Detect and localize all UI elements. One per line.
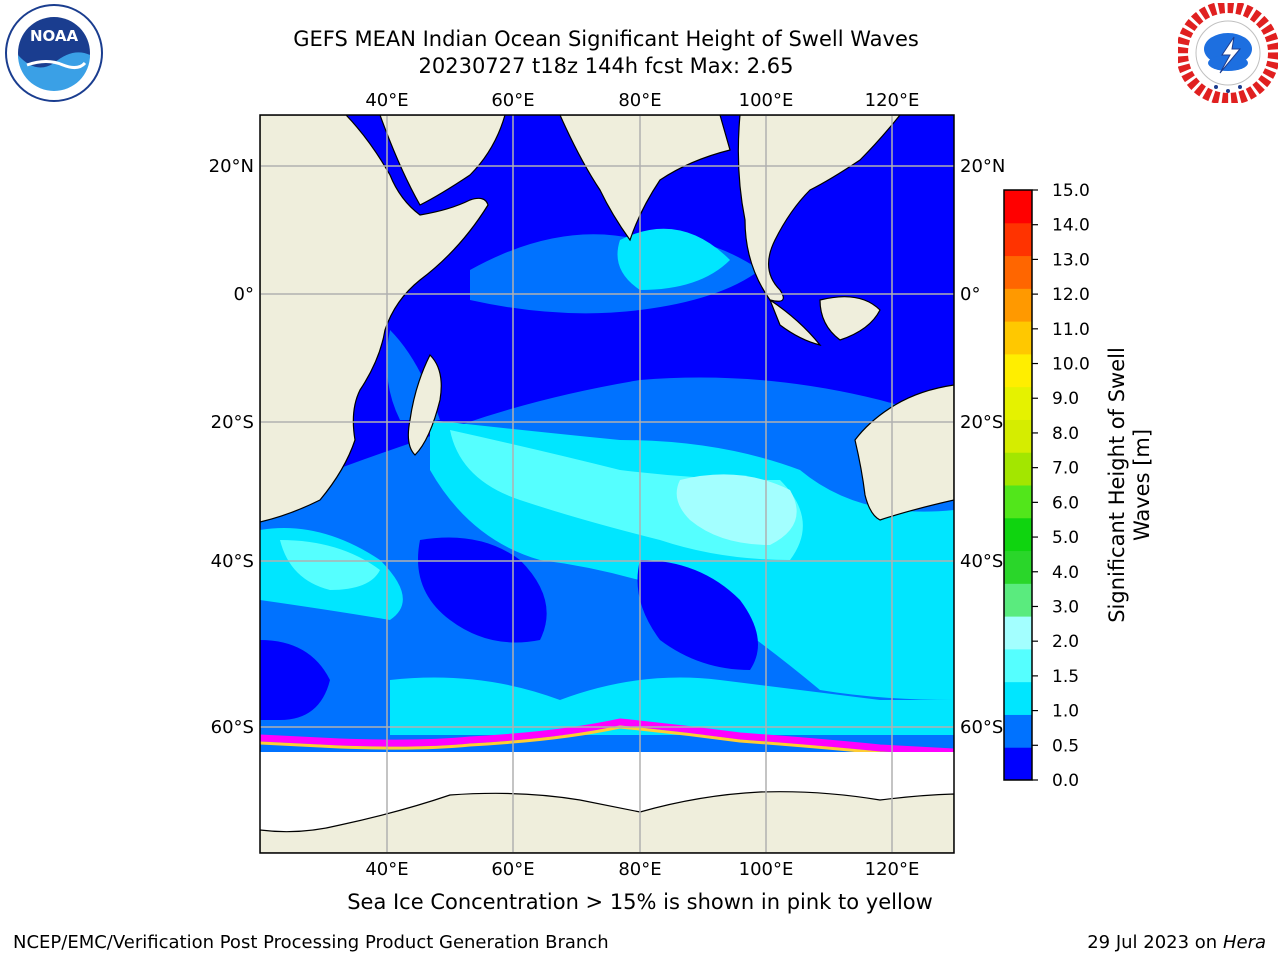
colorbar-tick-label: 3.0 [1052,597,1079,617]
nws-logo [1178,3,1278,103]
map-title: GEFS MEAN Indian Ocean Significant Heigh… [293,27,919,51]
colorbar-segment [1004,255,1032,289]
lat-label-left: 60°S [211,717,254,738]
footer-credit: NCEP/EMC/Verification Post Processing Pr… [13,932,609,953]
colorbar-segment [1004,681,1032,715]
map-frame [259,114,955,854]
colorbar-segment [1004,419,1032,453]
sea-ice-edge [260,718,954,756]
colorbar-segment [1004,452,1032,486]
lat-label-right: 40°S [960,551,1003,572]
colorbar-frame [1003,189,1033,781]
colorbar-segment [1004,583,1032,617]
colorbar-tick-label: 15.0 [1052,181,1090,201]
lon-label-top: 60°E [491,90,534,111]
noaa-logo: NOAA [5,4,103,102]
lon-label-bottom: 80°E [618,859,661,880]
lon-label-bottom: 100°E [739,859,794,880]
colorbar-segment [1004,386,1032,420]
colorbar-tick-label: 6.0 [1052,493,1079,513]
colorbar-title-line2: Waves [m] [1130,428,1154,542]
lon-label-top: 80°E [618,90,661,111]
colorbar-tick-label: 5.0 [1052,528,1079,548]
colorbar-tick-label: 0.5 [1052,736,1079,756]
southeast-asia [737,115,901,302]
africa-landmass [260,115,489,523]
lon-label-bottom: 120°E [865,859,920,880]
colorbar-tick-label: 8.0 [1052,424,1079,444]
lon-label-bottom: 40°E [365,859,408,880]
borneo-java [819,296,881,341]
calm-pocket-2 [637,560,758,670]
colorbar-title: Significant Height of Swell Waves [m] [1105,347,1155,623]
colorbar-segment [1004,321,1032,355]
colorbar-segment [1004,288,1032,322]
noaa-logo-text: NOAA [30,27,79,45]
lat-label-right: 20°N [960,156,1005,177]
lat-label-left: 40°S [211,551,254,572]
calm-pocket-3 [260,640,330,720]
colorbar-segment [1004,616,1032,650]
lat-label-left: 20°S [211,412,254,433]
footer-date: 29 Jul 2023 on Hera [1087,932,1266,953]
swell-band-15m-far-south [390,677,954,735]
colorbar-tick-label: 2.0 [1052,632,1079,652]
colorbar-segment [1004,714,1032,748]
colorbar-tick-label: 12.0 [1052,285,1090,305]
colorbar-tick-label: 4.0 [1052,563,1079,583]
colorbar-tick-label: 10.0 [1052,355,1090,375]
colorbar-segment [1004,222,1032,257]
colorbar-segment [1004,550,1032,584]
footer-date-text: 29 Jul 2023 on [1087,932,1218,953]
colorbar-title-line1: Significant Height of Swell [1105,347,1129,623]
lat-label-left: 20°N [209,156,254,177]
forecast-info: 20230727 t18z 144h fcst Max: 2.65 [418,54,794,78]
colorbar-segment [1004,485,1032,519]
colorbar-segment [1004,517,1032,552]
lon-label-top: 120°E [865,90,920,111]
colorbar-tick-label: 11.0 [1052,320,1090,340]
colorbar-segment [1004,648,1032,683]
sea-ice-footnote: Sea Ice Concentration > 15% is shown in … [347,890,933,914]
lat-label-right: 60°S [960,717,1003,738]
lon-label-bottom: 60°E [491,859,534,880]
lat-label-left: 0° [234,284,254,305]
swell-band-2m-sw [280,540,380,590]
madagascar [407,353,442,456]
colorbar-tick-label: 7.0 [1052,459,1079,479]
colorbar-tick-label: 0.0 [1052,771,1079,791]
lon-label-top: 40°E [365,90,408,111]
lon-label-top: 100°E [739,90,794,111]
swell-band-15m-north [617,228,730,290]
axis-labels: 40°E 60°E 80°E 100°E 120°E 40°E 60°E 80°… [209,90,1006,880]
colorbar-segment [1004,190,1032,224]
australia [854,384,954,521]
colorbar-tick-label: 1.5 [1052,667,1079,687]
india [559,115,731,242]
antarctica [260,791,954,853]
map-area [260,115,954,853]
colorbar: 0.0 0.5 1.0 1.5 2.0 3.0 4.0 5.0 6.0 7.0 8.0 9.0 10.0… [1003,181,1090,791]
colorbar-tick-label: 9.0 [1052,389,1079,409]
lat-label-right: 20°S [960,412,1003,433]
lat-label-right: 0° [960,284,980,305]
colorbar-tick-label: 1.0 [1052,702,1079,722]
graticule [260,115,954,853]
footer-host: Hera [1222,932,1266,953]
colorbar-tick-label: 14.0 [1052,216,1090,236]
arabia [379,115,506,206]
colorbar-segment [1004,747,1032,781]
colorbar-segment [1004,353,1032,388]
colorbar-tick-label: 13.0 [1052,250,1090,270]
calm-pocket-1 [418,537,547,643]
sumatra [768,298,822,347]
